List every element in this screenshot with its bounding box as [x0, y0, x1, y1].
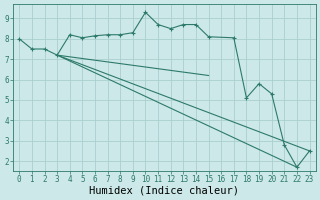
- X-axis label: Humidex (Indice chaleur): Humidex (Indice chaleur): [89, 186, 239, 196]
